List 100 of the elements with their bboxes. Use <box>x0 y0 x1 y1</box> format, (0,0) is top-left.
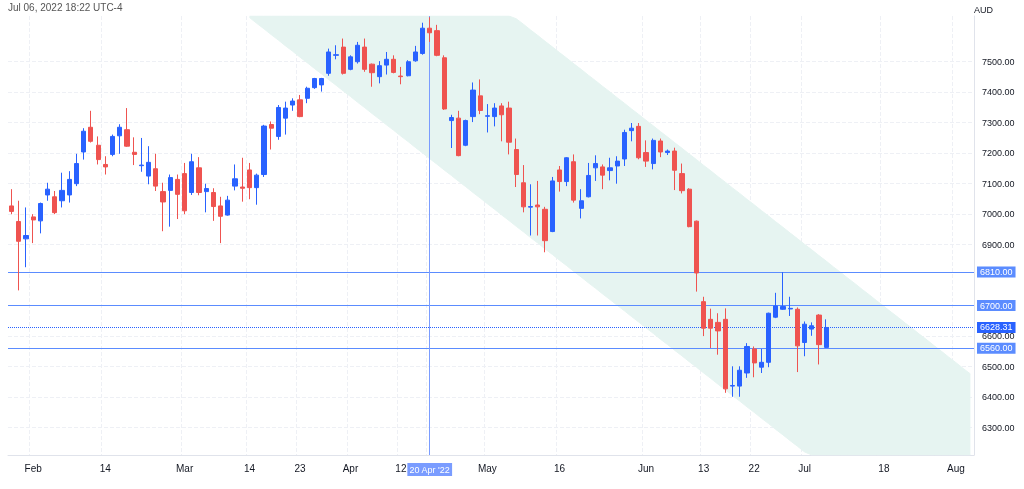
candlestick <box>586 162 591 198</box>
candlestick <box>52 190 57 215</box>
candlestick <box>391 54 396 74</box>
candlestick <box>31 213 36 244</box>
x-tick-label: 18 <box>878 462 890 474</box>
candlestick <box>773 292 778 319</box>
x-tick-label: Jul <box>798 462 811 474</box>
x-tick-label: Feb <box>24 462 43 474</box>
candlestick <box>16 200 21 291</box>
x-tick-label: 13 <box>698 462 710 474</box>
candlestick <box>45 182 50 202</box>
candlestick <box>643 139 649 168</box>
candlestick <box>103 155 108 176</box>
candlestick <box>290 97 295 112</box>
candlestick <box>96 135 101 165</box>
candlestick <box>153 153 158 192</box>
candlestick <box>780 271 786 311</box>
candlestick <box>470 81 476 123</box>
x-tick-label: 23 <box>294 462 306 474</box>
candlestick <box>600 163 605 190</box>
candlestick <box>622 129 627 167</box>
candlestick <box>521 164 526 213</box>
x-tick-label: 12 <box>395 462 407 474</box>
candlestick <box>499 102 504 142</box>
y-axis-title: AUD <box>974 4 994 15</box>
candlestick <box>269 120 274 151</box>
text: Jul 06, 2022 18:22 UTC-4 <box>8 1 123 13</box>
candlestick <box>81 127 86 161</box>
candlestick <box>305 86 310 104</box>
candlestick <box>377 60 382 84</box>
candlestick <box>384 51 389 76</box>
candlestick <box>528 183 533 236</box>
candlestick <box>427 16 432 43</box>
candlestick <box>550 176 555 233</box>
x-tick-label: 14 <box>243 462 256 474</box>
candlestick <box>362 38 367 73</box>
candlestick <box>701 296 706 337</box>
candlestick <box>658 138 663 158</box>
candlestick <box>593 154 598 182</box>
candlestick <box>369 63 375 88</box>
candlestick <box>679 163 685 194</box>
x-tick-label: 20 Apr '22 <box>409 464 450 475</box>
candlestick <box>687 187 692 228</box>
candlestick <box>752 345 757 378</box>
y-tick-label: 7400.00 <box>982 87 1015 98</box>
candlestick <box>615 155 620 185</box>
candlestick <box>341 38 346 76</box>
candlestick <box>189 153 194 196</box>
candlestick <box>744 342 750 379</box>
candlestick <box>478 78 483 115</box>
y-tick-label: 6300.00 <box>982 422 1015 433</box>
candlestick <box>297 94 303 118</box>
candlestick <box>88 110 93 144</box>
candlestick <box>312 77 317 90</box>
candlestick <box>542 206 548 253</box>
candlestick <box>651 138 656 170</box>
candlestick <box>139 137 144 173</box>
candlestick <box>261 124 267 178</box>
candlestick <box>74 153 79 187</box>
y-tick-label: 7200.00 <box>982 148 1015 159</box>
candlestick <box>564 156 569 187</box>
x-tick-label: Apr <box>342 462 359 474</box>
candlestick <box>420 22 425 56</box>
candlestick <box>607 157 613 181</box>
candlestick <box>723 307 728 394</box>
y-tick-label: 6600.00 <box>982 331 1015 342</box>
candlestick <box>715 312 721 356</box>
candlestick <box>672 147 677 191</box>
candlestick <box>204 183 209 213</box>
candlestick <box>629 122 634 142</box>
candlestick <box>276 104 281 141</box>
x-tick-label: Jun <box>637 462 655 474</box>
y-tick-label: 7100.00 <box>982 178 1015 189</box>
candlestick <box>67 170 72 204</box>
candlestick <box>571 153 576 204</box>
candlestick <box>514 138 519 188</box>
candlestick <box>398 66 403 85</box>
candlestick <box>117 123 122 155</box>
candlestick <box>254 173 259 206</box>
candlestick <box>9 188 14 215</box>
candlestick <box>506 101 512 155</box>
candlestick <box>557 165 562 193</box>
candlestick <box>168 174 173 228</box>
candlestick <box>333 44 339 60</box>
candlestick <box>492 102 497 127</box>
candlestick <box>636 122 641 160</box>
candlestick <box>456 110 461 157</box>
candlestick <box>434 24 440 57</box>
candlestick <box>225 195 230 217</box>
candlestick <box>59 172 65 208</box>
candlestick <box>23 206 29 268</box>
candlestick <box>708 308 713 349</box>
candlestick <box>247 162 252 200</box>
ref-line-label: 6700.00 <box>980 300 1013 311</box>
ref-line-label: 6810.00 <box>980 267 1013 278</box>
candlestick <box>124 107 130 148</box>
candlestick <box>795 306 800 373</box>
candlestick <box>694 220 699 293</box>
x-tick-label: 16 <box>553 462 566 474</box>
x-tick-label: Aug <box>947 462 965 474</box>
